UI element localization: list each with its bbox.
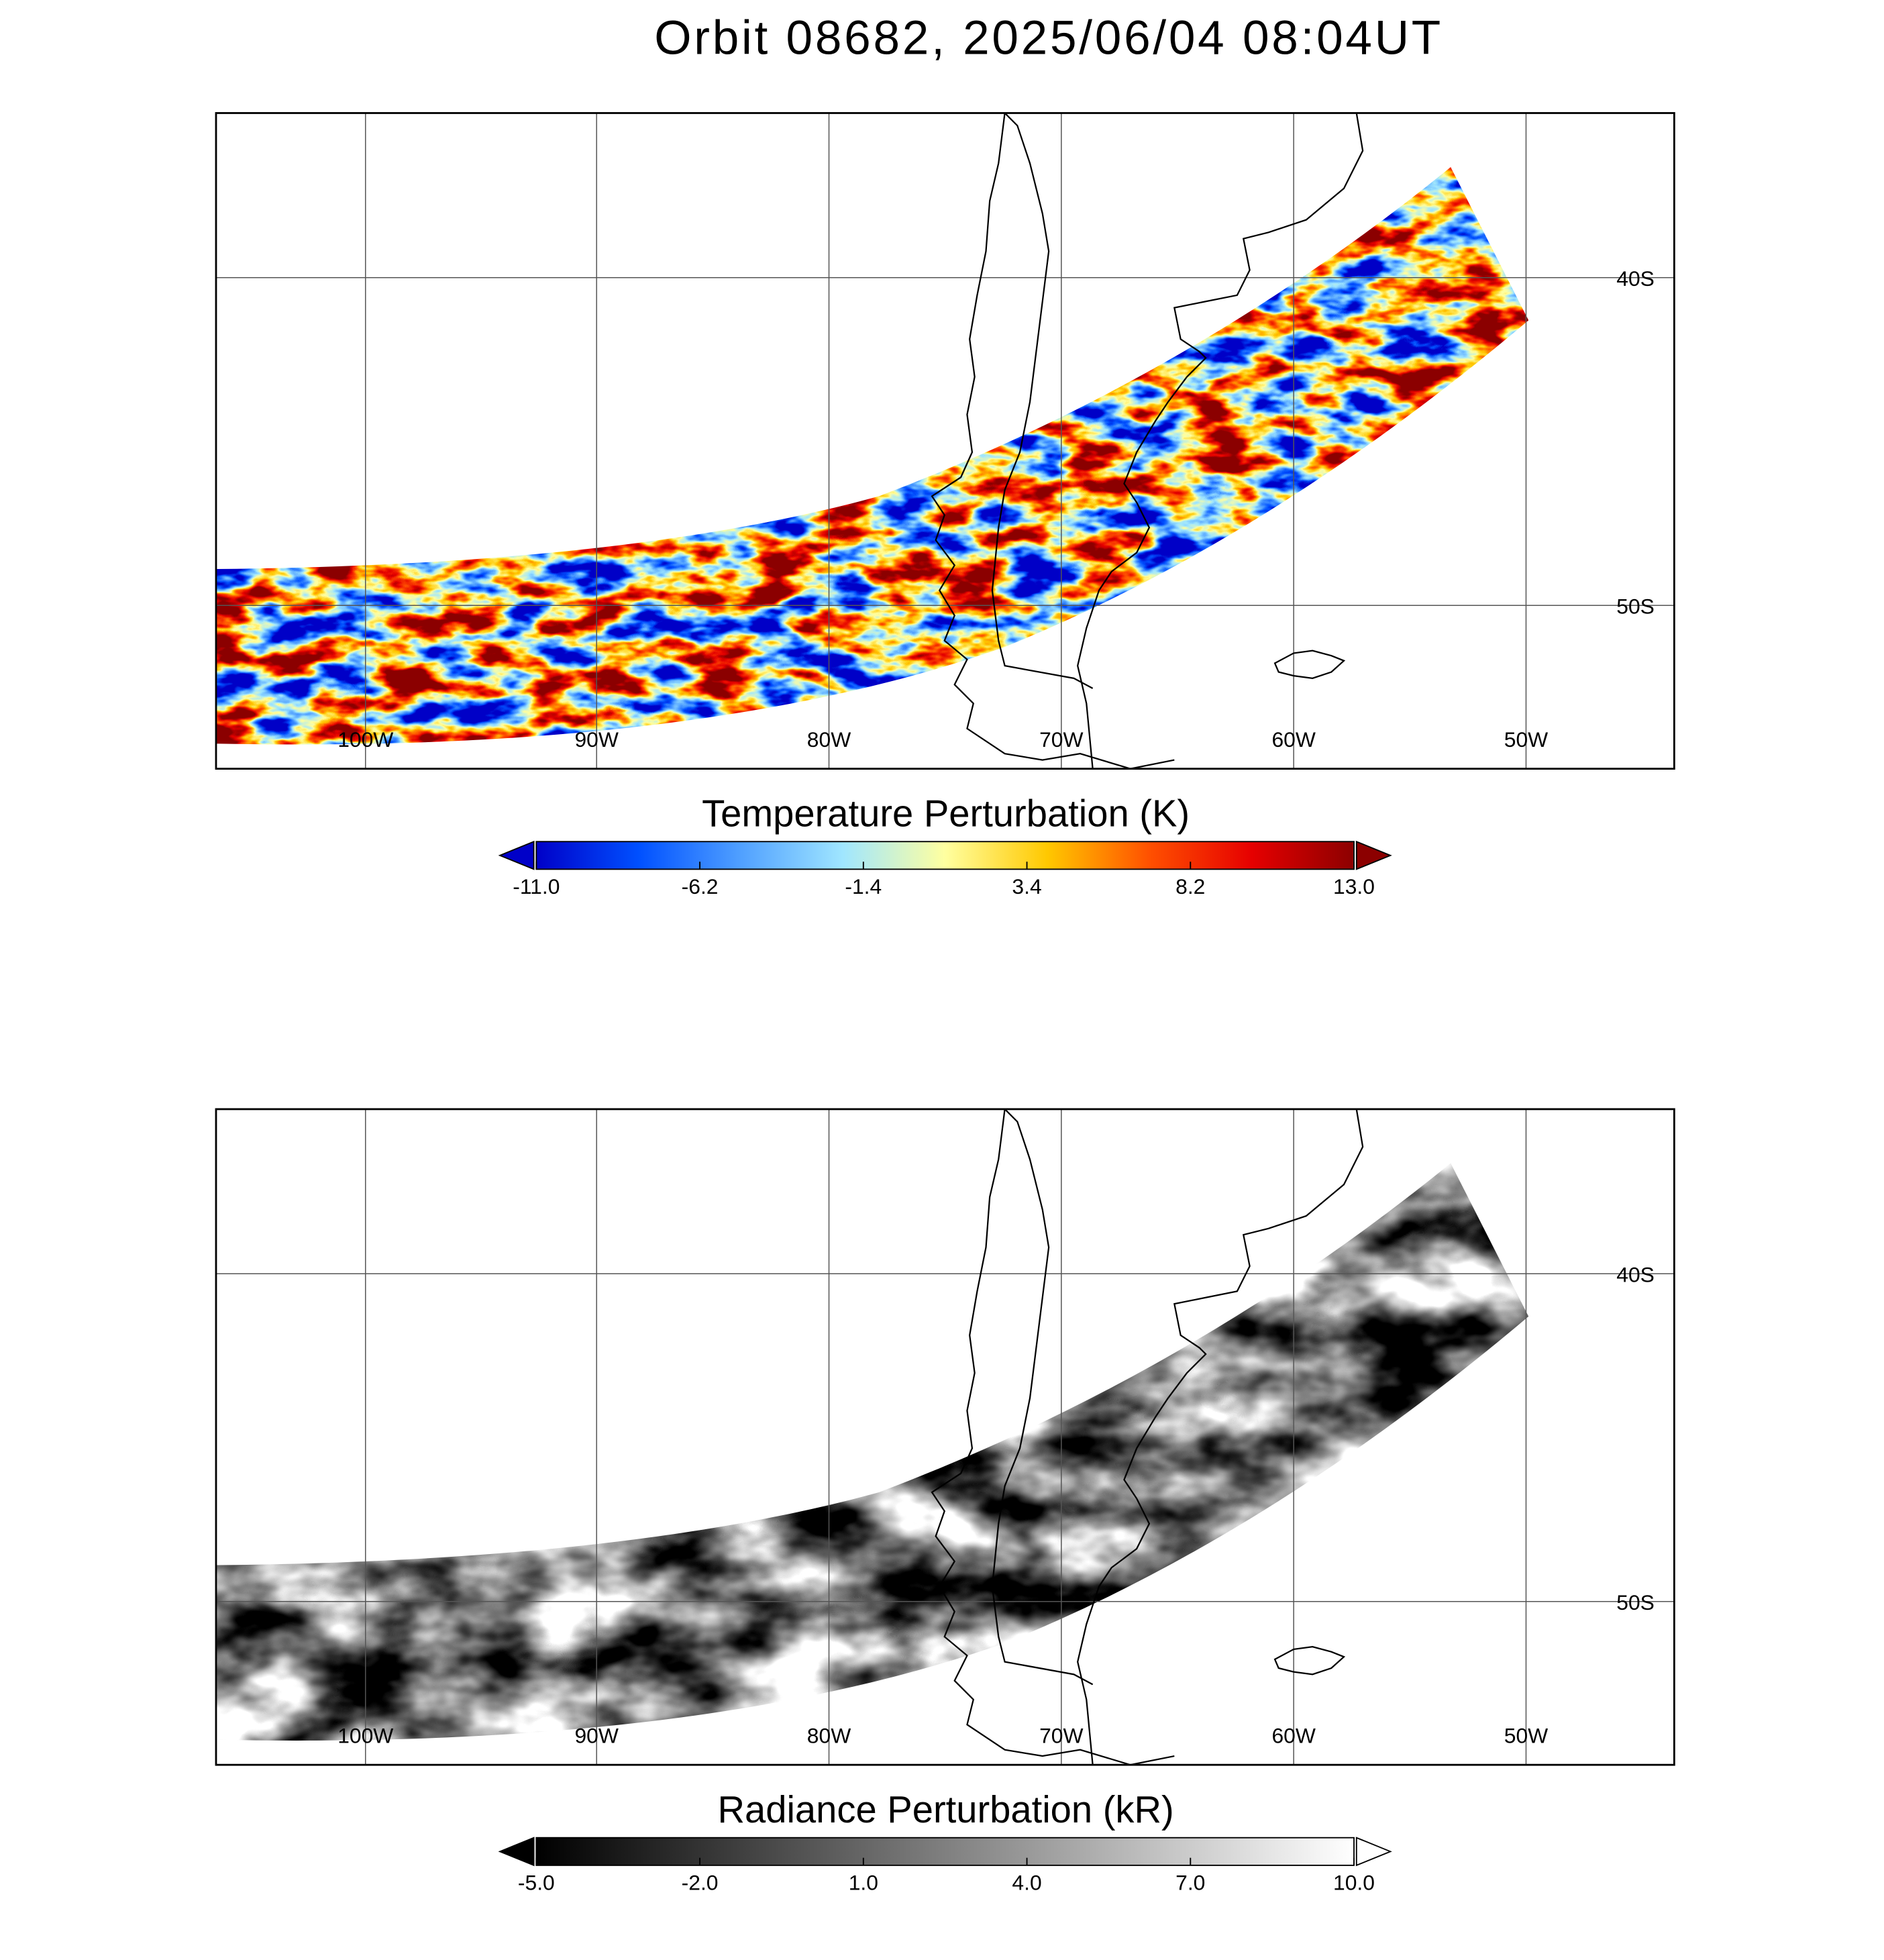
lon-label: 60W	[1271, 727, 1315, 752]
colorbar-tick-label: 8.2	[1175, 874, 1205, 898]
lat-label: 50S	[1616, 594, 1655, 618]
colorbar-extend-low	[498, 1837, 535, 1867]
figure-title: Orbit 08682, 2025/06/04 08:04UT	[654, 12, 1443, 65]
lon-label: 60W	[1271, 1723, 1315, 1747]
colorbar-tick-label: -5.0	[518, 1870, 555, 1894]
lon-label: 50W	[1504, 1723, 1548, 1747]
lon-label: 100W	[337, 727, 393, 752]
colorbar-title: Radiance Perturbation (kR)	[717, 1788, 1173, 1830]
map-panel: 100W 90W 80W 70W 60W 50W 40S 50S Temperature Per…	[215, 112, 1675, 898]
colorbar-extend-low	[498, 840, 535, 870]
colorbar	[535, 841, 1355, 870]
colorbar-tick-label: 1.0	[849, 1870, 878, 1894]
map-frame	[215, 112, 1675, 770]
colorbar	[535, 1837, 1355, 1866]
swath-image	[215, 1163, 1529, 1741]
colorbar-tick-label: 13.0	[1333, 874, 1375, 898]
colorbar-extend-high	[1355, 1837, 1392, 1867]
lon-label: 90W	[574, 727, 618, 752]
map-frame	[215, 1108, 1675, 1766]
map-panel: 100W 90W 80W 70W 60W 50W 40S 50S Radiance Pertur…	[215, 1108, 1675, 1894]
colorbar-tick-label: -2.0	[682, 1870, 719, 1894]
swath-image	[215, 166, 1529, 745]
lon-label: 80W	[807, 1723, 851, 1747]
lat-label: 40S	[1616, 1262, 1655, 1286]
lon-label: 80W	[807, 727, 851, 752]
colorbar-title: Temperature Perturbation (K)	[702, 792, 1190, 835]
colorbar-extend-high	[1355, 840, 1392, 870]
lon-label: 90W	[574, 1723, 618, 1747]
lon-label: 70W	[1039, 727, 1083, 752]
colorbar-tick-label: -11.0	[513, 874, 560, 898]
lon-label: 50W	[1504, 727, 1548, 752]
colorbar-tick-label: 3.4	[1012, 874, 1041, 898]
lat-label: 40S	[1616, 266, 1655, 291]
lon-label: 100W	[337, 1723, 393, 1747]
colorbar-tick-label: -6.2	[682, 874, 719, 898]
lon-label: 70W	[1039, 1723, 1083, 1747]
colorbar-tick-label: 7.0	[1175, 1870, 1205, 1894]
colorbar-tick-label: -1.4	[845, 874, 882, 898]
colorbar-tick-label: 4.0	[1012, 1870, 1041, 1894]
lat-label: 50S	[1616, 1590, 1655, 1614]
colorbar-tick-label: 10.0	[1333, 1870, 1375, 1894]
